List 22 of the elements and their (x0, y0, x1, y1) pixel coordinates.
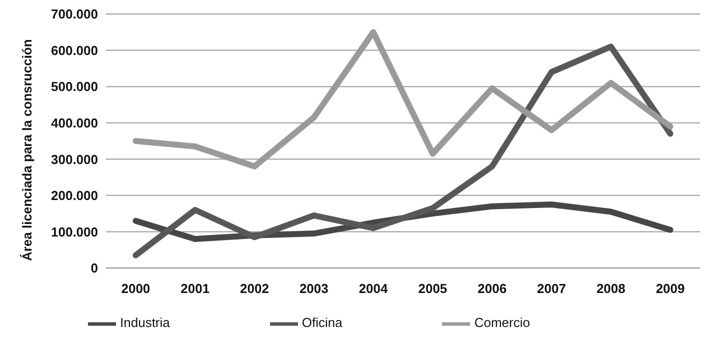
x-tick-label: 2002 (240, 281, 269, 296)
y-tick-label: 400.000 (51, 115, 98, 130)
y-tick-label: 0 (90, 260, 98, 276)
legend-label: Industria (120, 315, 170, 330)
y-tick-label: 100.000 (51, 224, 98, 240)
y-tick-label: 200.000 (51, 188, 98, 204)
y-tick-label: 700.000 (51, 6, 98, 22)
x-tick-label: 2005 (418, 281, 448, 296)
y-tick-label: 300.000 (51, 152, 98, 167)
y-axis-title: Área licenciada para la consrucción (20, 39, 35, 261)
x-tick-label: 2006 (478, 281, 507, 296)
x-tick-label: 2001 (180, 281, 210, 296)
x-tick-label: 2000 (121, 281, 150, 296)
x-tick-label: 2007 (537, 281, 566, 296)
y-tick-label: 600.000 (51, 42, 98, 58)
x-tick-label: 2009 (656, 281, 685, 296)
x-tick-label: 2004 (358, 281, 389, 296)
legend-label: Oficina (302, 315, 342, 330)
legend-label: Comercio (474, 315, 530, 330)
y-tick-label: 500.000 (51, 79, 98, 94)
x-tick-label: 2008 (596, 281, 626, 296)
x-tick-label: 2003 (299, 281, 328, 296)
